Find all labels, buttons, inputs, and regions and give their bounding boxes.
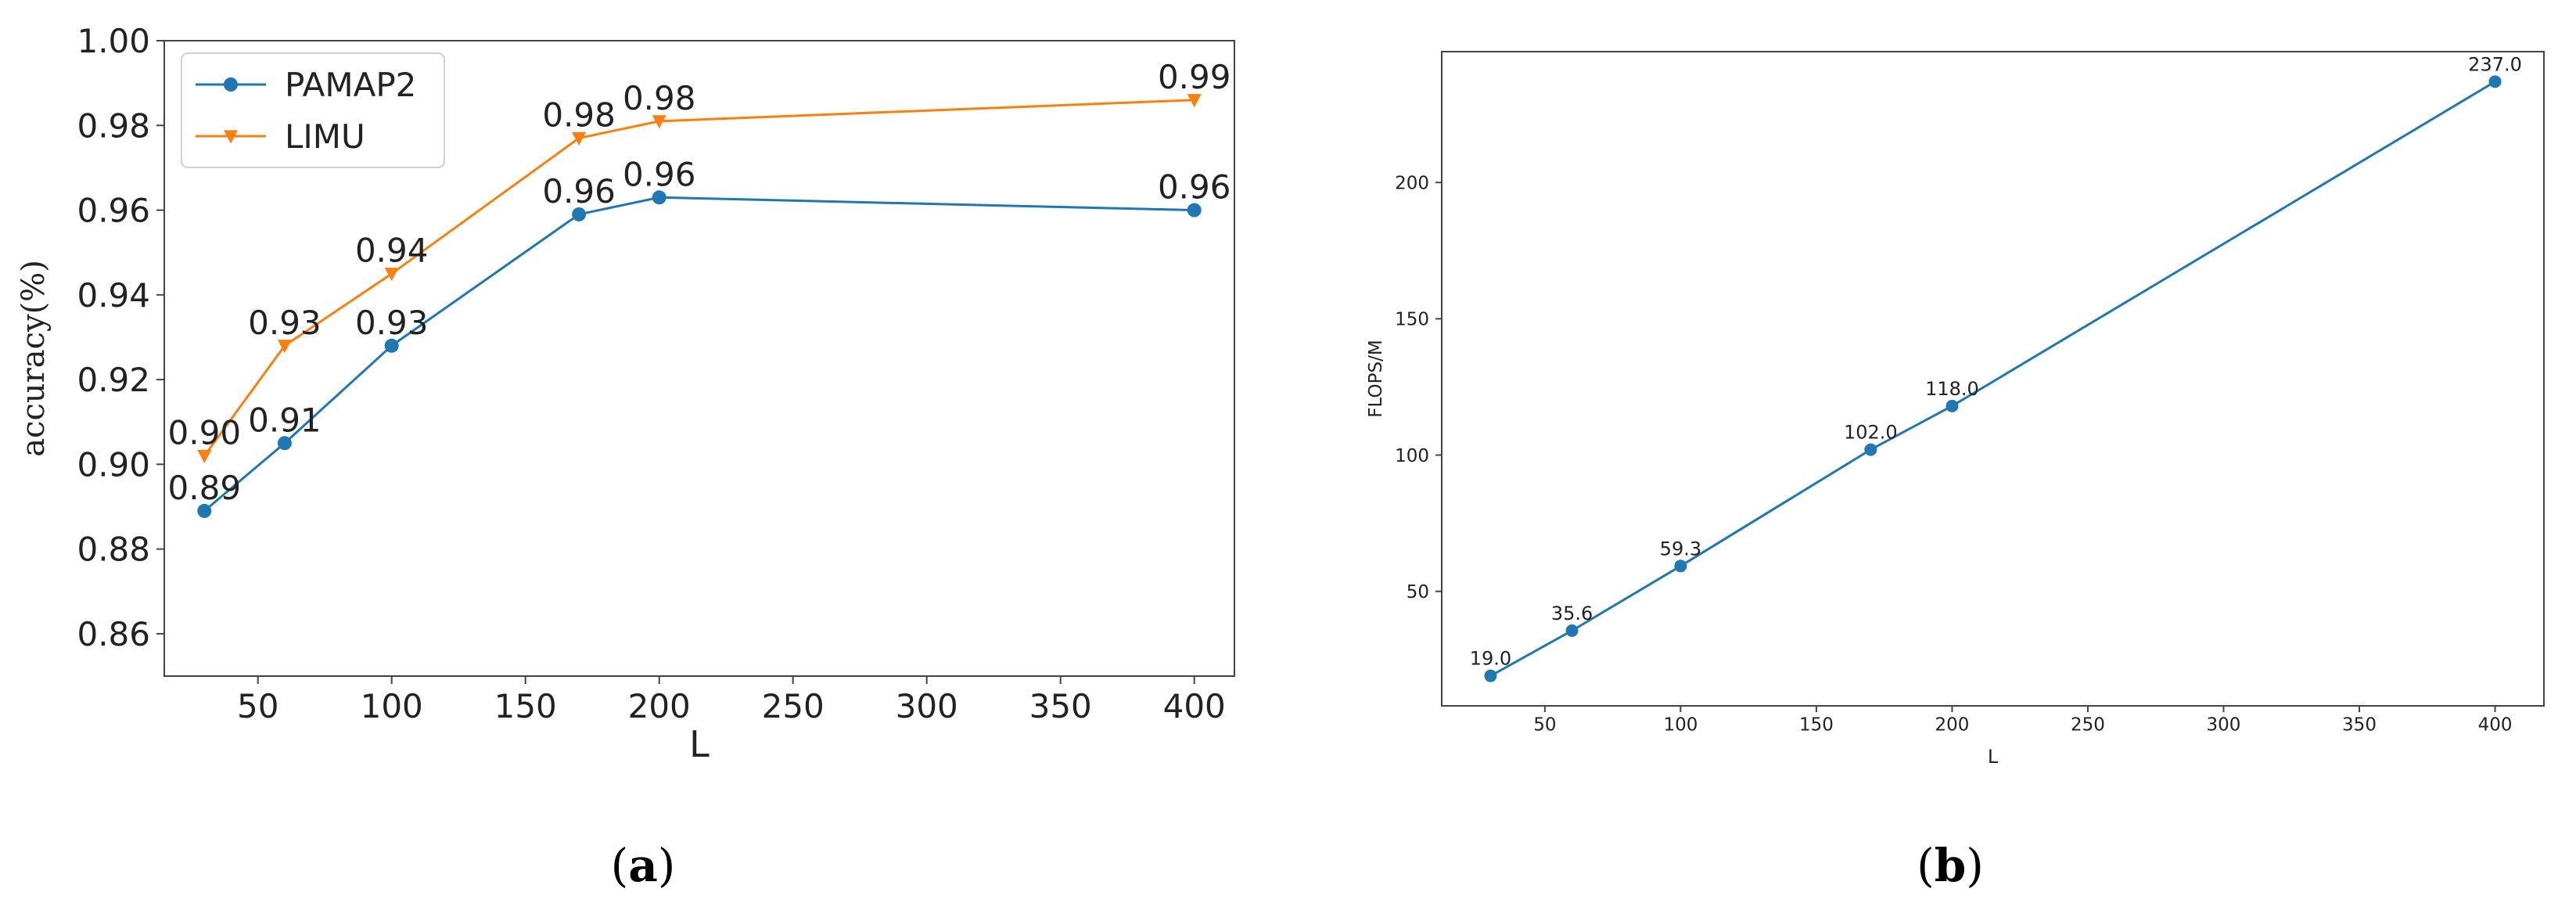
data-label: 0.98 <box>542 96 616 135</box>
panel-label-b: (b) <box>1917 839 1984 892</box>
data-label: 118.0 <box>1925 378 1979 400</box>
data-label: 59.3 <box>1660 538 1701 560</box>
legend-marker <box>224 77 238 92</box>
x-tick-label: 400 <box>1163 687 1226 725</box>
data-label: 0.93 <box>355 304 429 342</box>
data-point <box>384 268 399 282</box>
x-tick-label: 200 <box>628 687 691 725</box>
y-tick-label: 0.90 <box>77 445 150 484</box>
plot-frame <box>1441 51 2545 707</box>
data-label: 0.96 <box>542 172 616 211</box>
data-point <box>277 340 292 354</box>
y-tick-label: 0.88 <box>77 531 150 569</box>
data-label: 19.0 <box>1470 648 1511 670</box>
data-label: 0.99 <box>1158 58 1231 96</box>
data-point <box>1945 399 1959 412</box>
chart-a: 50 100 150 200 250 300 350 400 0.86 0.88 0.90 0.92 0… <box>16 22 1235 765</box>
data-point <box>1864 443 1877 456</box>
data-label: 237.0 <box>2468 53 2522 75</box>
series-line <box>203 196 1195 513</box>
data-label: 0.96 <box>1158 168 1231 207</box>
x-tick-label: 350 <box>2342 714 2377 735</box>
data-label: 35.6 <box>1551 603 1593 624</box>
x-tick-label: 300 <box>896 687 958 725</box>
x-tick-label: 250 <box>762 687 825 725</box>
x-tick-label: 250 <box>2071 714 2105 735</box>
data-point <box>1484 669 1497 682</box>
y-tick-label: 200 <box>1395 173 1429 193</box>
data-point <box>572 207 587 221</box>
y-tick-label: 0.94 <box>77 276 150 315</box>
y-axis-label: accuracy(%) <box>16 260 52 457</box>
data-label: 0.94 <box>355 232 429 270</box>
data-label: 102.0 <box>1844 422 1898 444</box>
chart-b: 50 100 150 200 250 300 350 400 50 100 150 200 L FLOPS… <box>1366 51 2545 768</box>
y-axis-label: FLOPS/M <box>1366 340 1386 417</box>
x-tick-label: 300 <box>2207 714 2241 735</box>
x-axis-label: L <box>1988 746 1999 768</box>
data-label: 0.89 <box>168 469 242 507</box>
data-point <box>1187 203 1202 218</box>
data-label: 0.93 <box>248 304 322 342</box>
data-point <box>1565 624 1579 637</box>
data-point <box>652 115 666 129</box>
x-tick-label: 100 <box>361 687 423 725</box>
data-point <box>1187 94 1202 108</box>
data-point <box>197 449 212 463</box>
series-line <box>203 99 1195 457</box>
data-label: 0.98 <box>623 79 696 117</box>
data-point <box>572 131 587 146</box>
legend-marker <box>224 130 238 144</box>
y-tick-label: 0.96 <box>77 192 150 230</box>
y-tick-label: 150 <box>1395 310 1429 330</box>
data-point <box>277 436 292 451</box>
data-point <box>1674 560 1687 573</box>
y-tick-label: 0.92 <box>77 361 150 399</box>
data-point <box>652 190 666 205</box>
data-label: 0.96 <box>623 155 696 193</box>
data-label: 0.91 <box>248 401 322 439</box>
data-point <box>2488 75 2502 88</box>
series-line <box>1489 81 2496 677</box>
legend-label: LIMU <box>285 117 365 156</box>
legend-box <box>181 52 445 168</box>
x-axis-label: L <box>689 723 710 765</box>
legend: PAMAP2 LIMU <box>181 52 445 168</box>
x-tick-label: 350 <box>1029 687 1092 725</box>
x-tick-label: 150 <box>1799 714 1834 735</box>
x-tick-label: 200 <box>1935 714 1969 735</box>
data-point <box>197 503 212 518</box>
x-tick-label: 50 <box>237 687 278 725</box>
y-tick-label: 50 <box>1407 582 1429 603</box>
y-tick-label: 0.98 <box>77 106 150 145</box>
data-point <box>384 338 399 353</box>
x-tick-label: 150 <box>494 687 557 725</box>
x-tick-label: 100 <box>1663 714 1698 735</box>
panel-label-a: (a) <box>611 839 676 892</box>
x-tick-label: 50 <box>1533 714 1556 735</box>
y-tick-label: 100 <box>1395 446 1429 466</box>
x-tick-label: 400 <box>2478 714 2513 735</box>
legend-label: PAMAP2 <box>285 66 416 104</box>
data-label: 0.90 <box>168 414 242 452</box>
y-tick-label: 1.00 <box>77 22 150 60</box>
y-tick-label: 0.86 <box>77 615 150 653</box>
plot-frame <box>163 40 1235 677</box>
